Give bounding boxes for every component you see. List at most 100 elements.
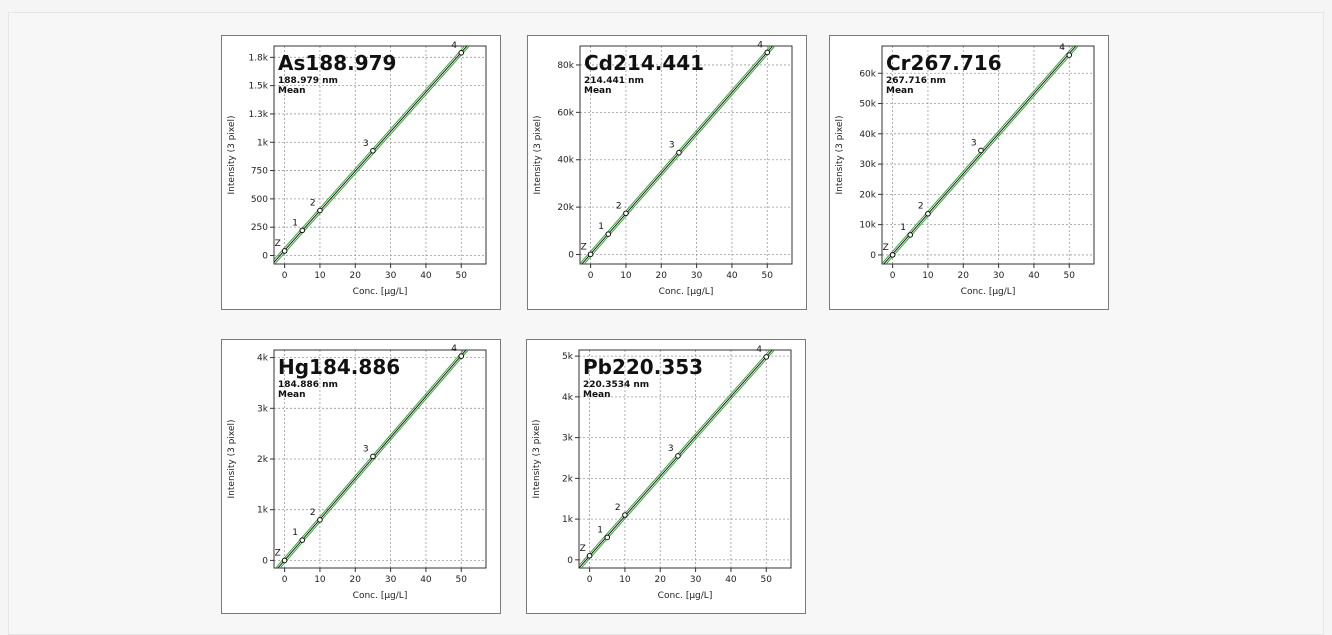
x-tick-label: 50 [456,575,468,585]
y-tick-label: 500 [251,195,268,205]
data-point [587,251,594,258]
data-point [764,49,771,56]
chart-statistic: Mean [278,86,306,96]
y-tick-label: 0 [262,252,268,262]
point-label: 3 [363,444,369,454]
x-tick-label: 0 [890,271,896,281]
data-point [605,231,612,237]
y-tick-label: 250 [251,223,268,233]
x-tick-label: 40 [726,271,738,281]
confidence-band-line [580,350,776,568]
confidence-band-line [580,46,772,264]
chart-title: Hg184.886 [278,355,400,379]
x-axis-label: Conc. [µg/L] [659,287,714,297]
x-tick-label: 0 [282,271,288,281]
data-point [907,232,914,238]
point-label: 1 [292,528,298,538]
chart-title: Cr267.716 [886,51,1002,75]
x-axis-label: Conc. [µg/L] [353,591,408,601]
chart-statistic: Mean [886,86,914,96]
data-point [458,353,465,359]
x-tick-label: 40 [420,575,432,585]
y-axis-label: Intensity (3 pixel) [227,116,237,195]
y-tick-label: 30k [859,160,876,170]
y-tick-label: 0 [262,556,268,566]
x-tick-label: 10 [314,271,326,281]
plot-area [273,45,487,265]
y-tick-label: 3k [257,404,269,414]
data-point [675,453,681,459]
x-tick-label: 40 [1028,271,1040,281]
x-tick-label: 50 [761,575,773,585]
data-point [586,552,593,559]
plot-area [578,349,792,569]
x-tick-label: 20 [350,271,362,281]
y-tick-label: 40k [859,130,876,140]
y-tick-label: 40k [557,156,574,166]
y-tick-label: 3k [562,434,574,444]
point-label: 4 [451,344,457,354]
data-point [889,252,896,258]
calibration-fit-line [581,46,774,264]
point-label: Z [581,242,587,252]
calibration-fit-line [579,350,773,568]
plot-area [579,45,793,265]
x-tick-label: 50 [1064,271,1076,281]
y-tick-label: 20k [859,190,876,200]
fit-lines [275,350,469,568]
x-tick-label: 20 [350,575,362,585]
point-label: 4 [756,345,762,355]
y-tick-label: 5k [562,352,574,362]
x-tick-label: 50 [456,271,468,281]
data-point [281,248,288,254]
y-tick-label: 1k [562,515,574,525]
data-point [623,210,629,217]
y-tick-label: 1k [257,506,269,516]
confidence-band-line [279,350,469,568]
chart-subtitle: 184.886 nm [278,380,338,390]
y-tick-label: 4k [562,393,574,403]
point-label: 3 [669,141,675,151]
x-tick-label: 20 [656,271,668,281]
point-label: 2 [616,201,622,211]
confidence-band-line [583,46,776,264]
confidence-band-line [882,46,1075,264]
plot-area [881,45,1095,265]
y-tick-label: 60k [557,108,574,118]
x-tick-label: 30 [385,271,397,281]
x-tick-label: 10 [922,271,934,281]
y-tick-label: 10k [859,221,876,231]
x-tick-label: 40 [725,575,737,585]
data-point [925,210,931,217]
x-tick-label: 30 [690,575,702,585]
data-point [317,207,323,214]
calibration-chart-as: 0 10 20 30 40 5002505007501k1.3k1.5k1.8kConc.… [227,41,487,297]
chart-panel-cd: 0 10 20 30 40 50 0 20k 40k 60k 80k Conc. [µg/L] Inte… [527,35,807,310]
calibration-chart-cd: 0 10 20 30 40 50 0 20k 40k 60k 80k Conc. [µg/L] Inte… [533,40,793,297]
x-tick-label: 30 [993,271,1005,281]
calibration-chart-hg: 0 10 20 30 40 50 0 1k 2k 3k 4k Conc. [µg/L] Intensit… [227,344,487,601]
y-tick-label: 750 [251,167,268,177]
y-tick-label: 2k [562,474,574,484]
chart-title: Pb220.353 [583,355,703,379]
x-tick-label: 40 [420,271,432,281]
point-label: Z [883,243,889,253]
point-label: 2 [615,503,621,513]
x-tick-label: 20 [655,575,667,585]
y-tick-label: 1.5k [248,82,268,92]
x-tick-label: 0 [587,575,593,585]
data-point [763,354,770,360]
x-tick-label: 20 [958,271,970,281]
calibration-chart-pb: 0 10 20 30 40 50 0 1k 2k 3k 4k 5k Conc. [µg/L] Intens… [532,345,792,601]
y-tick-label: 50k [859,100,876,110]
chart-statistic: Mean [583,390,611,400]
calibration-fit-line [883,46,1077,264]
point-label: 4 [451,41,457,51]
point-label: 4 [1059,43,1065,53]
point-label: 3 [971,138,977,148]
x-tick-label: 10 [314,575,326,585]
y-tick-label: 4k [257,354,269,364]
chart-subtitle: 267.716 nm [886,76,946,86]
y-axis-label: Intensity (3 pixel) [533,116,543,195]
chart-panel-hg: 0 10 20 30 40 50 0 1k 2k 3k 4k Conc. [µg/L] Intensit… [221,339,501,614]
